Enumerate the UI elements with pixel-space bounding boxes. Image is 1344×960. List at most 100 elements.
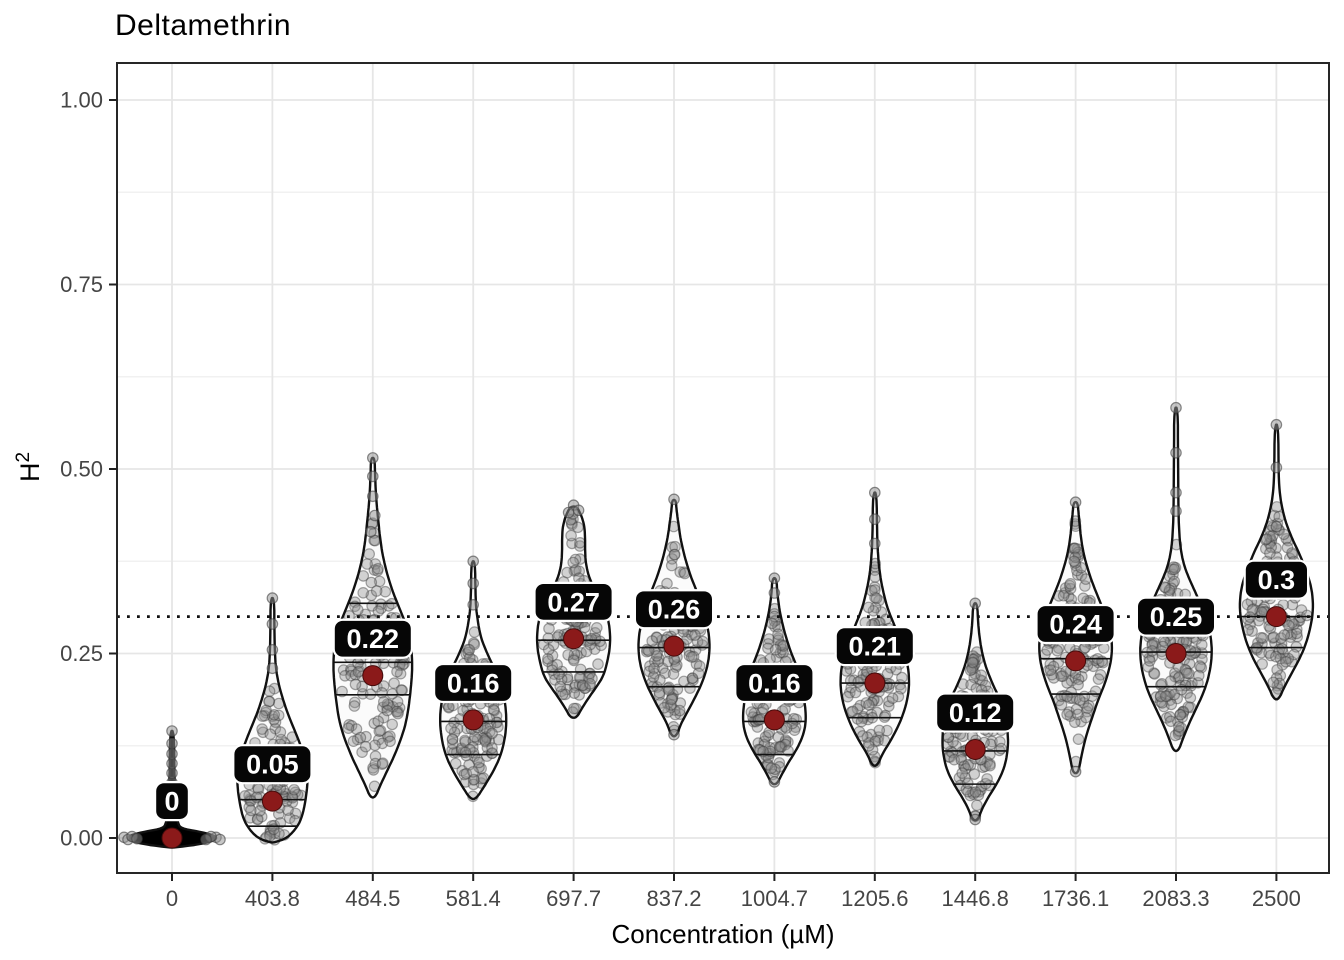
observation-point [263,695,276,708]
observation-point [1072,673,1085,686]
observation-point [955,754,968,766]
observation-point [669,708,682,721]
observation-point [250,791,263,804]
observation-point [343,718,355,731]
observation-point [586,672,598,685]
observation-point [854,699,867,712]
observation-point [968,768,981,780]
observation-point [770,651,783,663]
observation-point [584,678,596,690]
observation-point [764,747,776,760]
observation-point [569,679,582,691]
observation-point [1144,655,1156,667]
observation-point [1071,564,1083,577]
observation-point [366,470,379,483]
y-tick-label: 1.00 [60,88,103,113]
observation-point [566,518,578,531]
observation-point [962,758,974,771]
observation-point [662,655,674,668]
observation-point [384,730,396,742]
observation-point [1163,688,1175,701]
observation-point [967,661,979,673]
observation-point [1077,696,1090,709]
observation-point [663,684,675,697]
observation-point [782,745,794,757]
observation-point [1057,589,1070,602]
observation-point [1288,648,1300,661]
observation-point [1092,673,1105,685]
observation-point [377,695,390,708]
observation-point [255,810,268,823]
observation-point [273,827,285,840]
observation-point [481,741,494,754]
observation-point [1148,667,1160,679]
observation-point [666,541,678,553]
observation-point [1177,705,1189,718]
observation-point [1170,486,1182,499]
observation-point [758,735,771,748]
observation-point [483,725,496,738]
observation-point [1246,604,1259,616]
observation-point [643,665,656,678]
observation-point [384,735,396,748]
observation-point [467,555,479,568]
observation-point [966,786,979,799]
observation-point [1267,632,1279,644]
observation-point [769,741,781,754]
observation-point [1069,716,1081,729]
observation-point [393,701,406,714]
observation-point [1065,686,1077,699]
observation-point [357,586,369,599]
observation-point [542,652,554,665]
observation-point [356,687,369,700]
observation-point [1076,670,1088,683]
observation-point [266,643,279,656]
observation-point [269,722,282,735]
observation-point [1165,582,1177,594]
observation-point [1246,625,1258,637]
observation-point [869,571,881,583]
observation-point [1061,708,1073,721]
observation-point [466,741,479,753]
observation-point [1280,652,1292,665]
observation-point [377,711,390,724]
observation-point [894,678,906,691]
value-label-box [1243,559,1310,600]
observation-point [1271,664,1283,676]
observation-point [1181,687,1193,699]
observation-point [969,658,981,670]
observation-point [373,725,386,737]
observation-point [1278,528,1290,541]
observation-point [344,663,357,676]
observation-point [391,665,403,678]
observation-point [268,713,280,726]
mean-point [462,709,484,731]
value-label-text: 0.12 [949,698,1002,728]
observation-point [948,753,960,766]
observation-point [1142,660,1155,673]
observation-point [1158,700,1170,713]
value-label: 0.26 [633,589,715,630]
observation-point [366,490,379,503]
x-tick-label: 2083.3 [1142,886,1209,911]
observation-point [979,679,992,692]
observation-point [662,682,674,695]
observation-point [1185,680,1197,692]
violin-area [1140,407,1212,751]
observation-point [958,760,970,772]
observation-point [855,715,868,728]
observation-point [942,731,955,744]
observation-point [1282,627,1294,640]
observation-point [555,673,568,686]
observation-point [863,699,875,711]
value-label-box [332,618,414,659]
observation-point [779,703,791,715]
x-tick-label: 0 [166,886,178,911]
observation-point [1097,656,1109,669]
observation-point [1074,694,1086,706]
observation-point [759,731,772,743]
observation-point [1046,668,1058,681]
observation-point [1081,705,1093,718]
observation-point [456,764,468,777]
